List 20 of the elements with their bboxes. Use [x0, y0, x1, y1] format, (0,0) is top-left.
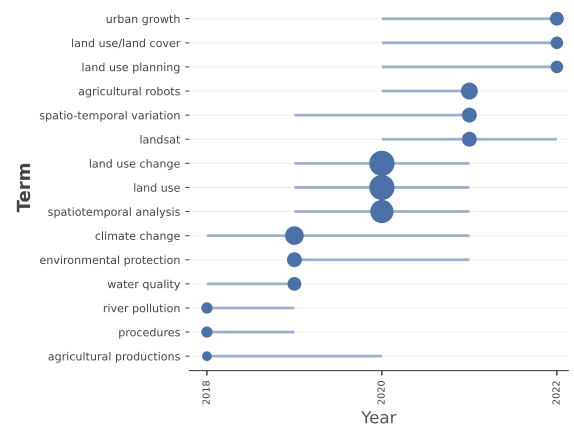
y-tick-label: landsat	[140, 135, 180, 144]
x-tick-label: 2020	[377, 380, 385, 404]
x-tick-label: 2018	[202, 381, 210, 404]
y-tick-label: water quality	[108, 280, 180, 290]
y-tick-label: urban growth	[106, 14, 180, 26]
y-tick-label: land use/land cover	[72, 38, 180, 48]
y-axis-title: Term	[16, 164, 30, 212]
y-tick-label: land use	[134, 183, 180, 192]
x-tick-label: 2022	[552, 381, 560, 404]
y-tick-label: environmental protection	[40, 256, 180, 266]
y-tick-label: river pollution	[104, 304, 180, 314]
y-tick-label: spatio-temporal variation	[40, 110, 180, 122]
x-axis-title: Year	[361, 411, 396, 424]
y-tick-label: agricultural productions	[48, 352, 180, 363]
y-tick-label: agricultural robots	[78, 86, 180, 98]
y-tick-label: procedures	[119, 328, 180, 339]
y-tick-label: land use change	[90, 159, 180, 170]
y-tick-label: land use planning	[82, 62, 180, 74]
y-tick-label: climate change	[95, 231, 180, 242]
y-tick-label: spatiotemporal analysis	[48, 207, 180, 218]
